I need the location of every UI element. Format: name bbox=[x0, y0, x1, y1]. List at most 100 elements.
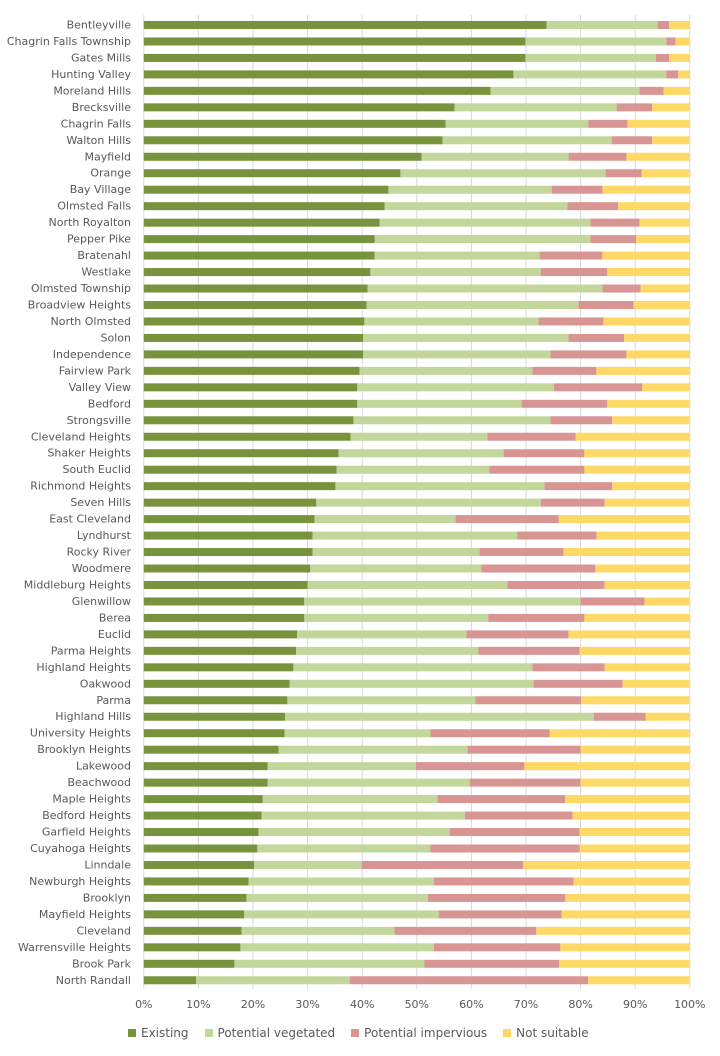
legend-swatch bbox=[503, 1029, 512, 1037]
category-label: Valley View bbox=[69, 381, 131, 394]
bar-segment-existing bbox=[143, 926, 242, 935]
bar-segment-potential-impervious bbox=[487, 432, 576, 441]
category-label: Brooklyn Heights bbox=[37, 743, 131, 756]
x-tick-label: 30% bbox=[295, 998, 319, 1011]
bar-row bbox=[143, 169, 690, 178]
legend-item-not-suitable: Not suitable bbox=[503, 1026, 589, 1040]
bar-row bbox=[143, 300, 690, 309]
bar-segment-potential-impervious bbox=[578, 300, 634, 309]
bar-segment-potential-vegetated bbox=[312, 531, 518, 540]
bar-segment-potential-vegetated bbox=[367, 284, 603, 293]
bar-segment-potential-impervious bbox=[540, 498, 605, 507]
bar-segment-potential-impervious bbox=[521, 399, 608, 408]
bar-row bbox=[143, 828, 690, 837]
bar-segment-not-suitable bbox=[669, 53, 690, 62]
legend-swatch bbox=[204, 1029, 213, 1037]
category-label: Euclid bbox=[98, 628, 131, 641]
bar-row bbox=[143, 745, 690, 754]
category-label: Parma Heights bbox=[51, 644, 132, 657]
category-label: Shaker Heights bbox=[47, 447, 131, 460]
bar-segment-potential-impervious bbox=[469, 778, 581, 787]
bar-segment-potential-vegetated bbox=[364, 317, 539, 326]
bar-row bbox=[143, 893, 690, 902]
bar-segment-not-suitable bbox=[633, 300, 690, 309]
bar-segment-potential-vegetated bbox=[353, 416, 551, 425]
bar-segment-not-suitable bbox=[584, 613, 690, 622]
bar-segment-not-suitable bbox=[640, 284, 690, 293]
bar-segment-potential-impervious bbox=[602, 284, 641, 293]
bar-segment-potential-vegetated bbox=[379, 218, 591, 227]
category-label: Cuyahoga Heights bbox=[30, 842, 131, 855]
bar-segment-potential-vegetated bbox=[546, 21, 658, 29]
bar-row bbox=[143, 86, 690, 95]
bar-segment-potential-impervious bbox=[361, 860, 524, 869]
bar-row bbox=[143, 778, 690, 787]
bar-segment-not-suitable bbox=[560, 943, 690, 952]
bar-segment-potential-vegetated bbox=[316, 498, 541, 507]
bar-segment-potential-vegetated bbox=[350, 432, 488, 441]
bar-segment-existing bbox=[143, 53, 526, 62]
bar-segment-potential-impervious bbox=[539, 251, 603, 260]
bar-segment-existing bbox=[143, 218, 380, 227]
bar-segment-existing bbox=[143, 169, 401, 178]
category-label: Richmond Heights bbox=[30, 480, 131, 493]
bar-segment-not-suitable bbox=[561, 910, 690, 919]
bar-segment-existing bbox=[143, 762, 268, 771]
x-tick-label: 10% bbox=[186, 998, 210, 1011]
bar-segment-existing bbox=[143, 119, 446, 128]
bar-segment-not-suitable bbox=[624, 333, 690, 342]
bar-segment-potential-vegetated bbox=[513, 70, 667, 79]
bar-segment-potential-impervious bbox=[550, 350, 627, 359]
x-tick-labels: 0% 10% 20% 30% 40% 50% 60% 70% 80% 90% 100% bbox=[135, 998, 705, 1011]
bar-segment-existing bbox=[143, 21, 547, 29]
bar-segment-existing bbox=[143, 482, 336, 491]
bar-segment-potential-vegetated bbox=[241, 926, 395, 935]
bar-segment-not-suitable bbox=[604, 580, 690, 589]
bar-row bbox=[143, 646, 690, 655]
bar-segment-potential-vegetated bbox=[196, 976, 350, 985]
bar-segment-existing bbox=[143, 712, 286, 721]
bar-segment-existing bbox=[143, 333, 364, 342]
bar-segment-not-suitable bbox=[523, 860, 690, 869]
bar-segment-potential-impervious bbox=[481, 564, 596, 573]
bar-segment-existing bbox=[143, 498, 317, 507]
bar-segment-potential-impervious bbox=[605, 169, 642, 178]
bar-segment-potential-impervious bbox=[430, 844, 580, 853]
bar-segment-existing bbox=[143, 152, 422, 161]
bar-segment-potential-vegetated bbox=[254, 860, 362, 869]
bar-segment-existing bbox=[143, 465, 337, 474]
category-label: Walton Hills bbox=[66, 134, 131, 147]
bar-segment-not-suitable bbox=[669, 21, 690, 29]
bar-segment-not-suitable bbox=[604, 498, 690, 507]
bar-segment-potential-vegetated bbox=[312, 548, 480, 557]
bar-segment-not-suitable bbox=[639, 218, 690, 227]
bar-segment-not-suitable bbox=[603, 317, 690, 326]
bar-row bbox=[143, 613, 690, 622]
category-label: Rocky River bbox=[67, 546, 132, 559]
bar-segment-potential-vegetated bbox=[421, 152, 569, 161]
bar-segment-potential-impervious bbox=[394, 926, 537, 935]
bar-row bbox=[143, 416, 690, 425]
bar-row bbox=[143, 696, 690, 705]
bar-row bbox=[143, 185, 690, 194]
bar-segment-potential-vegetated bbox=[293, 663, 533, 672]
bar-segment-existing bbox=[143, 844, 258, 853]
legend-label: Existing bbox=[141, 1026, 189, 1040]
x-tick-label: 50% bbox=[405, 998, 429, 1011]
category-label: Bentleyville bbox=[67, 19, 132, 32]
x-tick-label: 20% bbox=[241, 998, 265, 1011]
bar-segment-potential-vegetated bbox=[267, 778, 470, 787]
bar-row bbox=[143, 729, 690, 738]
category-label: Brook Park bbox=[72, 957, 132, 970]
bar-segment-potential-vegetated bbox=[307, 580, 508, 589]
bar-segment-potential-vegetated bbox=[445, 119, 589, 128]
bar-row bbox=[143, 333, 690, 342]
category-label: Warrensville Heights bbox=[18, 941, 131, 954]
bar-row bbox=[143, 712, 690, 721]
bar-segment-potential-impervious bbox=[479, 548, 564, 557]
bar-segment-not-suitable bbox=[558, 515, 690, 524]
bar-segment-potential-impervious bbox=[449, 828, 580, 837]
bar-segment-potential-vegetated bbox=[314, 515, 456, 524]
bar-segment-potential-impervious bbox=[533, 679, 623, 688]
bar-segment-potential-impervious bbox=[567, 202, 619, 211]
